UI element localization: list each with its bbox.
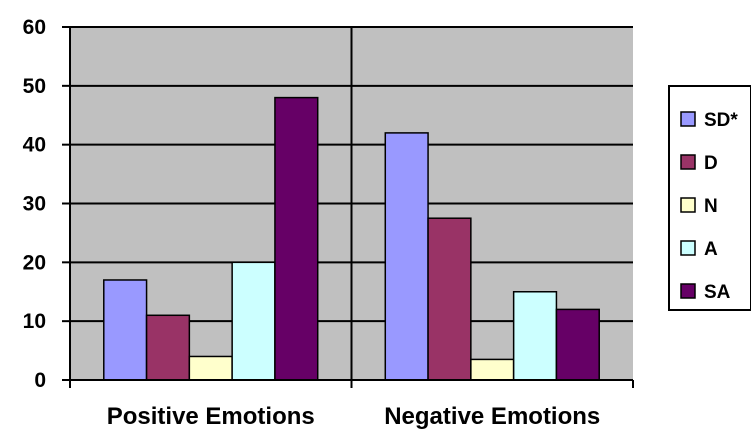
y-tick-label: 30: [23, 193, 46, 216]
x-category-label: Negative Emotions: [384, 403, 600, 430]
bar-n-1: [188, 355, 233, 381]
legend-label: N: [704, 196, 718, 217]
bar-sa-2: [555, 308, 600, 381]
y-tick-label: 20: [23, 251, 46, 274]
bar-d-1: [145, 314, 191, 381]
x-category-labels: Positive Emotions Negative Emotions: [107, 403, 601, 430]
bar-a-2: [512, 291, 558, 381]
legend-items: SD* D N A SA: [680, 110, 738, 303]
legend-label: D: [704, 153, 718, 174]
bar-n-2: [470, 358, 515, 381]
legend-label: SD*: [704, 110, 738, 131]
legend-swatch: [680, 240, 696, 256]
legend-label: SA: [704, 282, 731, 303]
legend-swatch: [680, 197, 696, 213]
y-tick-label: 60: [23, 16, 46, 39]
bars: [103, 96, 600, 381]
bar-d-2: [427, 217, 472, 381]
axes: [69, 27, 634, 388]
legend: SD* D N A SA: [668, 85, 751, 311]
bar-a-1: [231, 261, 276, 381]
y-tick-label: 40: [23, 134, 46, 157]
y-tick-label: 0: [34, 369, 46, 392]
legend-swatch: [680, 283, 696, 299]
bar-sd-2: [384, 132, 429, 381]
y-tick-label: 10: [23, 310, 46, 333]
legend-label: A: [704, 239, 718, 260]
legend-swatch: [680, 111, 696, 127]
x-category-label: Positive Emotions: [107, 403, 315, 430]
legend-swatch: [680, 154, 696, 170]
bar-sa-1: [274, 96, 319, 381]
y-tick-labels: 0 10 20 30 40 50 60: [23, 16, 46, 392]
y-tick-label: 50: [23, 75, 46, 98]
bar-sd-1: [103, 279, 148, 381]
